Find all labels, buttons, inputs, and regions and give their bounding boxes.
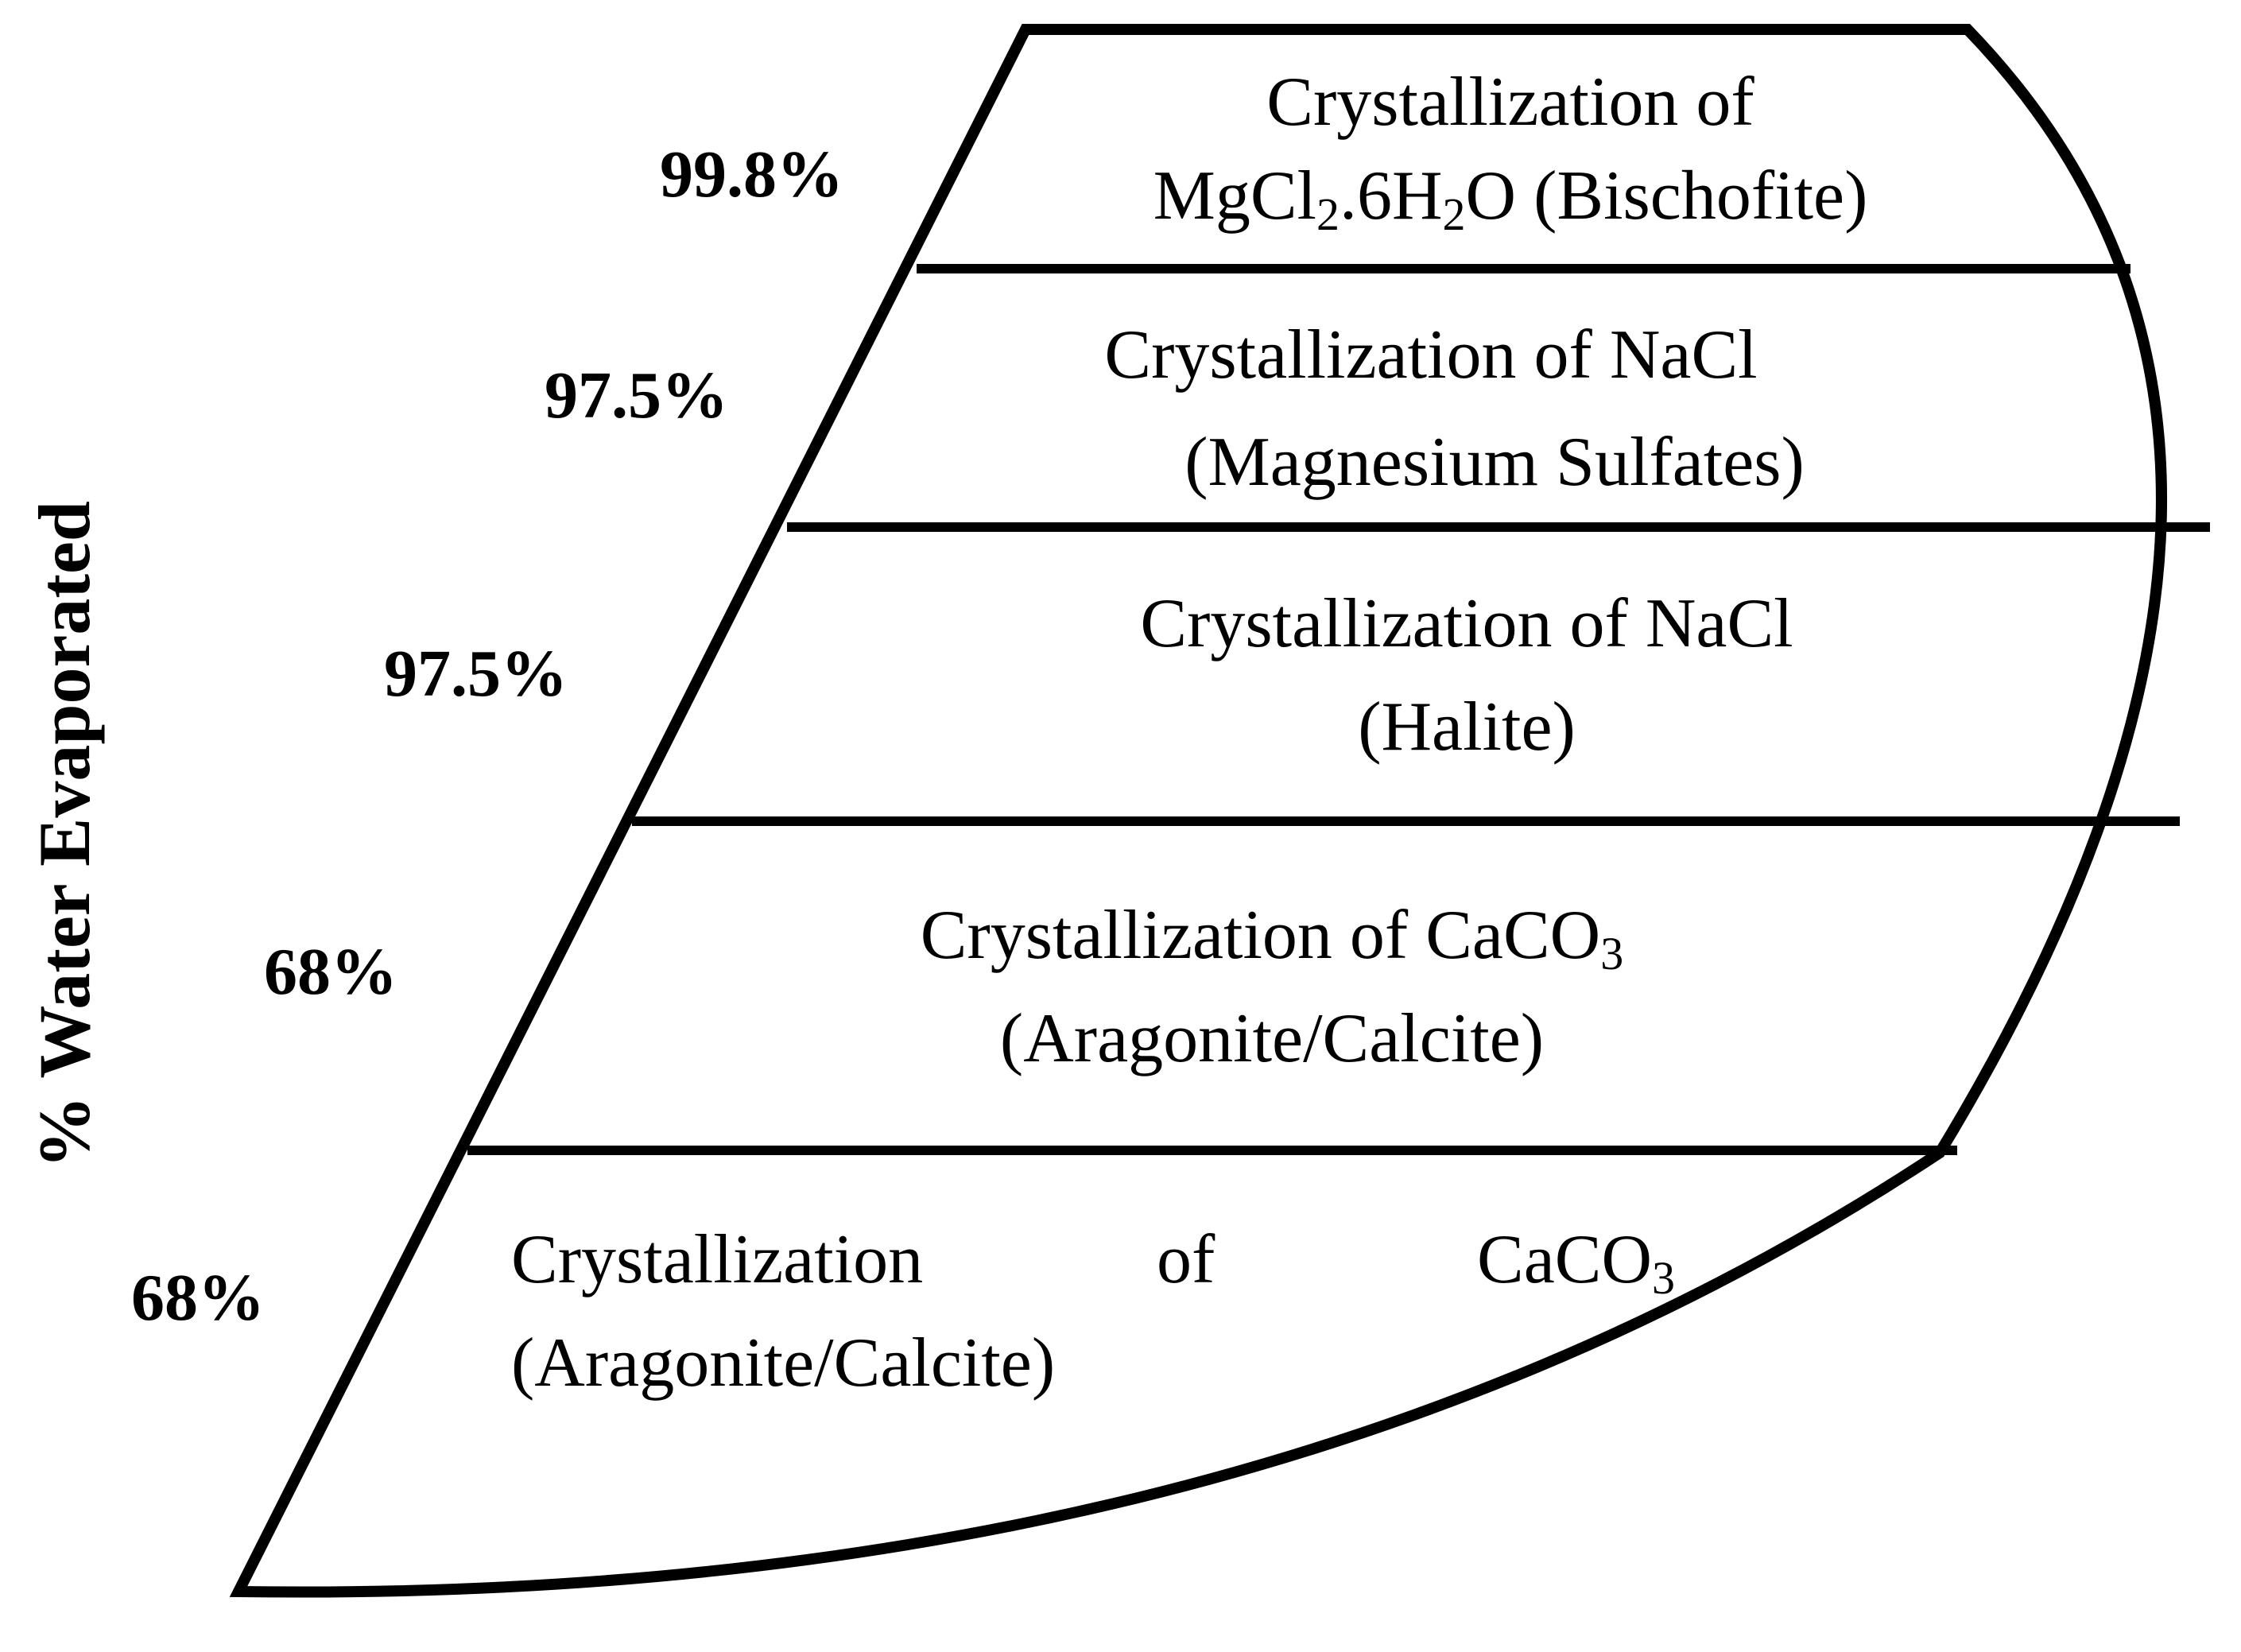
stage-label-line1: Crystallization of NaCl bbox=[1104, 316, 1757, 394]
stage-label-word-1: Crystallization bbox=[511, 1221, 923, 1298]
stage-label-line2: (Aragonite/Calcite) bbox=[511, 1324, 1055, 1402]
stage-label-word-3: CaCO3 bbox=[1477, 1221, 1675, 1304]
stage-label-line2: MgCl2.6H2O (Bischofite) bbox=[1153, 157, 1868, 240]
stage-percent: 68% bbox=[131, 1261, 265, 1335]
stage-percent: 99.8% bbox=[660, 138, 843, 211]
stage-label-line1: Crystallization of NaCl bbox=[1140, 585, 1793, 662]
stage-calcite-lower: 68% Crystallization of CaCO3 (Aragonite/… bbox=[131, 1221, 1675, 1402]
stage-label-line1: Crystallization of CaCO3 bbox=[921, 897, 1623, 979]
stage-label-line2: (Aragonite/Calcite) bbox=[1000, 1000, 1544, 1077]
stage-label-line2: (Halite) bbox=[1358, 688, 1576, 766]
axis-title: % Water Evaporated bbox=[24, 501, 105, 1169]
stage-magnesium-sulfates: 97.5% Crystallization of NaCl (Magnesium… bbox=[545, 316, 1805, 501]
stage-label-word-2: of bbox=[1157, 1221, 1215, 1298]
stage-percent: 68% bbox=[264, 935, 397, 1009]
stage-label-line2: (Magnesium Sulfates) bbox=[1184, 424, 1805, 501]
stage-bischofite: 99.8% Crystallization of MgCl2.6H2O (Bis… bbox=[660, 64, 1867, 240]
stage-percent: 97.5% bbox=[545, 359, 728, 432]
stage-label-line1: Crystallization of bbox=[1266, 64, 1754, 141]
stage-calcite-upper: 68% Crystallization of CaCO3 (Aragonite/… bbox=[264, 897, 1623, 1077]
fan-outline bbox=[229, 24, 2168, 1598]
stage-percent: 97.5% bbox=[384, 637, 568, 711]
stage-halite: 97.5% Crystallization of NaCl (Halite) bbox=[384, 585, 1793, 766]
